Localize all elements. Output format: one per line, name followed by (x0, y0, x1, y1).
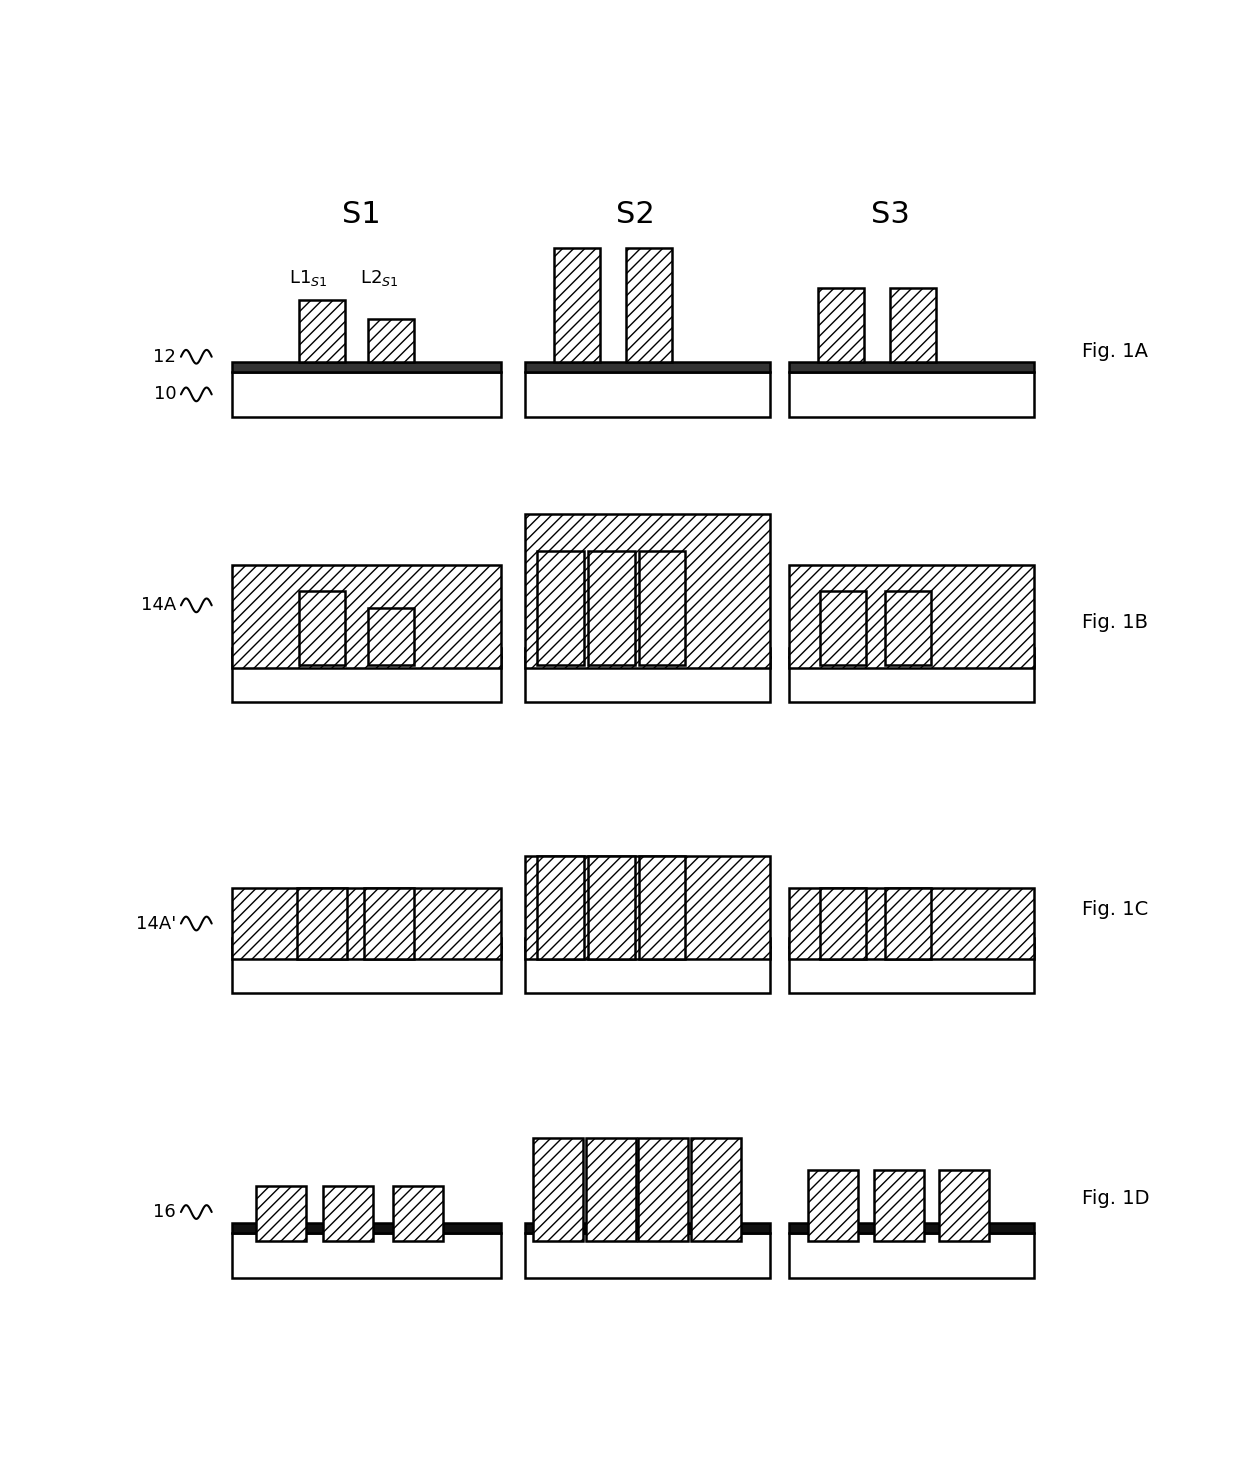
Bar (525, 363, 770, 372)
Bar (368, 318, 414, 363)
Bar (232, 889, 501, 958)
Bar (789, 1232, 1034, 1278)
Bar (525, 647, 770, 656)
Bar (639, 1137, 688, 1241)
Bar (232, 363, 501, 372)
Bar (324, 1186, 373, 1241)
Bar (789, 656, 1034, 702)
Bar (525, 656, 770, 702)
Bar (533, 1137, 583, 1241)
Bar (585, 1137, 635, 1241)
Text: S2: S2 (616, 200, 655, 228)
Text: S3: S3 (870, 200, 910, 228)
Bar (885, 591, 931, 665)
Bar (554, 249, 600, 363)
Bar (232, 372, 501, 418)
Text: L1$_{S1}$: L1$_{S1}$ (289, 268, 329, 289)
Bar (626, 249, 672, 363)
Bar (789, 889, 1034, 958)
Bar (232, 948, 501, 994)
Bar (232, 1232, 501, 1278)
Text: 10: 10 (154, 385, 176, 403)
Bar (874, 1170, 924, 1241)
Text: Fig. 1B: Fig. 1B (1083, 613, 1148, 632)
Bar (525, 856, 770, 958)
Bar (589, 856, 635, 958)
Bar (820, 591, 866, 665)
Bar (255, 1186, 306, 1241)
Bar (789, 647, 1034, 656)
Bar (789, 948, 1034, 994)
Bar (691, 1137, 742, 1241)
Bar (232, 939, 501, 948)
Bar (885, 889, 931, 958)
Bar (298, 889, 347, 958)
Bar (789, 363, 1034, 372)
Bar (525, 514, 770, 668)
Text: S1: S1 (342, 200, 381, 228)
Bar (299, 591, 345, 665)
Bar (368, 607, 414, 665)
Bar (789, 566, 1034, 668)
Bar (299, 299, 345, 363)
Bar (393, 1186, 444, 1241)
Bar (640, 551, 686, 665)
Bar (525, 1223, 770, 1232)
Bar (640, 856, 686, 958)
Bar (525, 948, 770, 994)
Text: 14A': 14A' (136, 915, 176, 933)
Text: 16: 16 (154, 1203, 176, 1220)
Text: Fig. 1A: Fig. 1A (1083, 342, 1148, 360)
Text: Fig. 1C: Fig. 1C (1083, 900, 1148, 920)
Bar (820, 889, 866, 958)
Bar (890, 289, 936, 363)
Bar (232, 566, 501, 668)
Bar (789, 372, 1034, 418)
Bar (232, 647, 501, 656)
Bar (525, 939, 770, 948)
Bar (808, 1170, 858, 1241)
Bar (818, 289, 864, 363)
Bar (939, 1170, 990, 1241)
Bar (537, 551, 584, 665)
Bar (232, 656, 501, 702)
Bar (589, 551, 635, 665)
Bar (537, 856, 584, 958)
Bar (525, 372, 770, 418)
Bar (525, 1232, 770, 1278)
Bar (789, 1223, 1034, 1232)
Text: L2$_{S1}$: L2$_{S1}$ (360, 268, 398, 289)
Text: 12: 12 (154, 348, 176, 366)
Bar (789, 939, 1034, 948)
Bar (232, 1223, 501, 1232)
Text: Fig. 1D: Fig. 1D (1083, 1189, 1149, 1208)
Text: 14A: 14A (141, 597, 176, 615)
Bar (365, 889, 414, 958)
